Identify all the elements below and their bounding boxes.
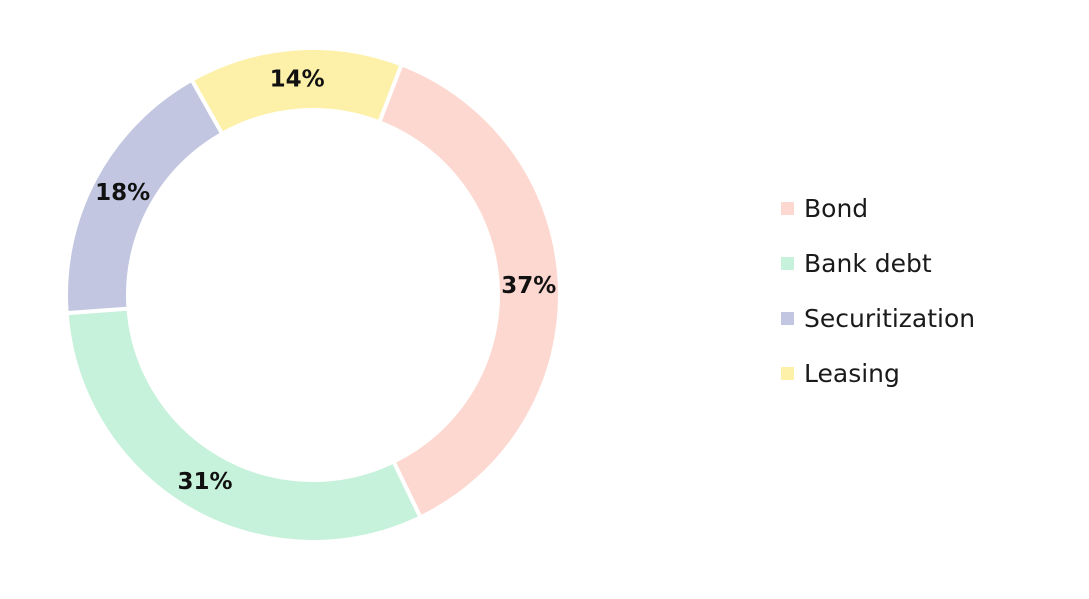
legend-item-bank-debt: Bank debt: [781, 243, 975, 283]
slice-label-bond: 37%: [501, 273, 556, 299]
legend-item-securitization: Securitization: [781, 298, 975, 338]
donut-value-labels: 37% 31% 18% 14%: [95, 67, 556, 495]
chart-legend: Bond Bank debt Securitization Leasing: [781, 188, 975, 408]
legend-swatch-bond: [781, 201, 794, 215]
slice-label-securitization: 18%: [95, 180, 150, 206]
legend-label-leasing: Leasing: [804, 358, 900, 388]
legend-swatch-leasing: [781, 366, 794, 380]
legend-label-securitization: Securitization: [804, 303, 976, 333]
legend-swatch-bank-debt: [781, 256, 794, 270]
slice-bond: [376, 61, 562, 521]
legend-item-bond: Bond: [781, 188, 975, 228]
legend-label-bank-debt: Bank debt: [804, 248, 932, 278]
legend-swatch-securitization: [781, 311, 794, 325]
legend-label-bond: Bond: [804, 193, 869, 223]
legend-item-leasing: Leasing: [781, 353, 975, 393]
slice-label-bank-debt: 31%: [177, 469, 232, 495]
slice-label-leasing: 14%: [270, 67, 325, 93]
donut-chart: 37% 31% 18% 14%: [64, 46, 562, 544]
slice-bank-debt: [64, 306, 424, 544]
slice-leasing: [189, 46, 405, 137]
donut-slices: [64, 46, 562, 544]
